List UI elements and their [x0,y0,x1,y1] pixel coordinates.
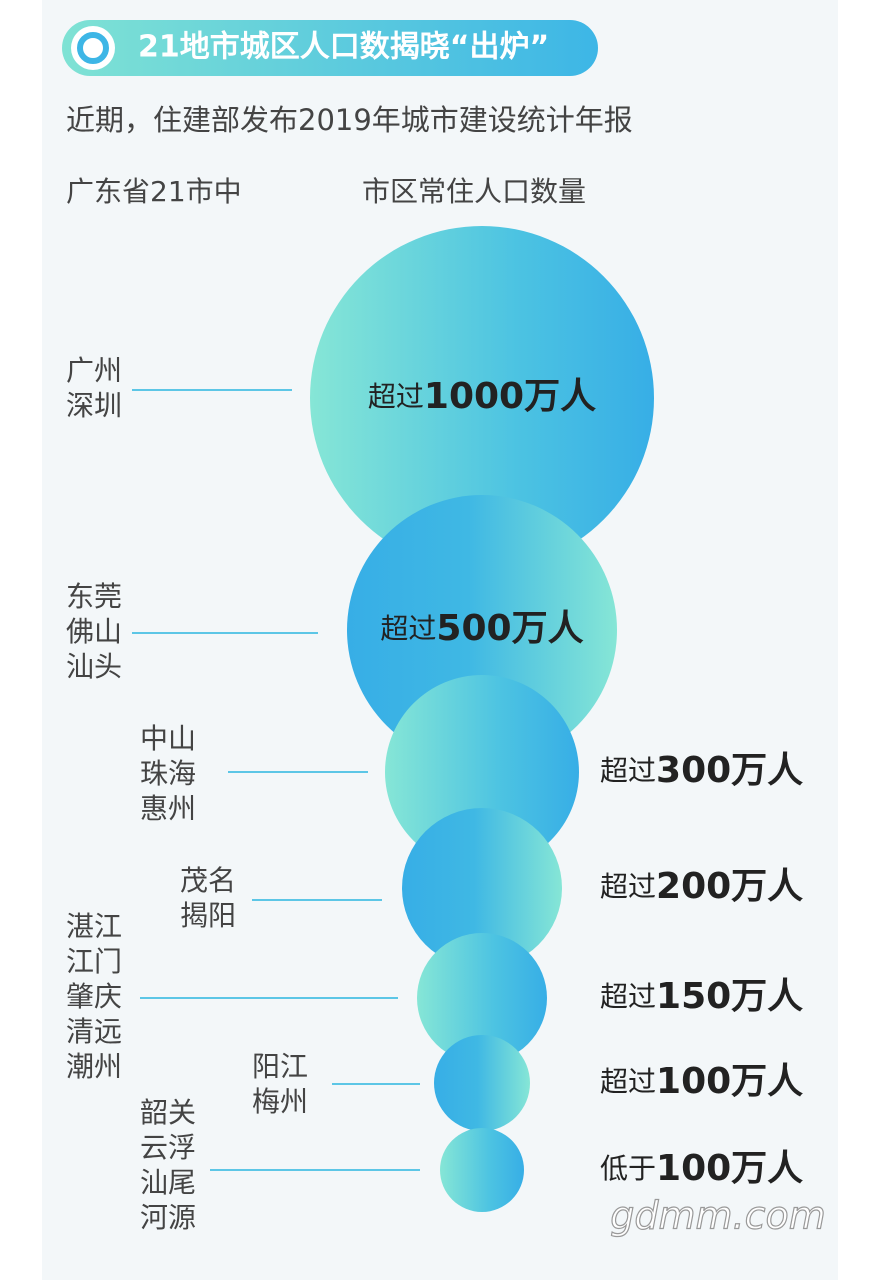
city: 清远 [66,1015,122,1048]
tier-circle [434,1035,530,1131]
city: 潮州 [66,1050,122,1083]
tier-circle [440,1128,524,1212]
title-icon-ring [77,32,109,64]
city: 韶关 [140,1096,196,1129]
city: 珠海 [140,757,196,790]
tier-label: 超过200万人 [600,866,803,907]
city: 江门 [66,945,122,978]
label-prefix: 超过 [600,980,656,1013]
tier-label: 超过100万人 [600,1061,803,1102]
title: 21地市城区人口数揭晓“出炉” [138,30,549,65]
tier-label: 超过500万人 [380,608,583,649]
intro: 近期，住建部发布2019年城市建设统计年报 [66,103,633,137]
tier-label: 超过300万人 [600,750,803,791]
label-amount: 500万人 [436,608,583,649]
label-prefix: 超过 [600,754,656,787]
title-pill [62,20,598,76]
label-amount: 100万人 [656,1148,803,1189]
tier-circle [385,675,579,869]
label-amount: 200万人 [656,866,803,907]
city: 东莞 [66,580,122,613]
label-prefix: 超过 [600,870,656,903]
city: 中山 [140,722,196,755]
tier-circle [310,226,654,570]
city: 湛江 [66,910,122,943]
tier-label: 超过1000万人 [368,376,596,417]
label-amount: 1000万人 [424,376,596,417]
city: 梅州 [252,1085,308,1118]
tier-circle [347,495,617,765]
city: 云浮 [140,1131,196,1164]
tier-circle [417,933,547,1063]
city: 深圳 [66,389,122,422]
label-prefix: 超过 [600,1065,656,1098]
tier-label: 低于100万人 [600,1148,803,1189]
label-amount: 150万人 [656,976,803,1017]
label-prefix: 超过 [368,380,424,413]
city: 惠州 [140,792,196,825]
label-amount: 100万人 [656,1061,803,1102]
tier-circle [402,808,562,968]
city: 汕头 [66,650,122,683]
city: 汕尾 [140,1166,196,1199]
label-prefix: 超过 [380,612,436,645]
right-heading: 市区常住人口数量 [362,175,586,208]
city: 广州 [66,354,122,387]
city: 阳江 [252,1050,308,1083]
watermark: gdmm.com [610,1194,826,1238]
city: 茂名 [180,864,236,897]
city: 佛山 [66,615,122,648]
city: 河源 [140,1201,196,1234]
city: 肇庆 [66,980,122,1013]
tier-label: 超过150万人 [600,976,803,1017]
left-heading: 广东省21市中 [66,175,242,208]
label-amount: 300万人 [656,750,803,791]
city: 揭阳 [180,899,236,932]
label-prefix: 低于 [600,1152,656,1185]
